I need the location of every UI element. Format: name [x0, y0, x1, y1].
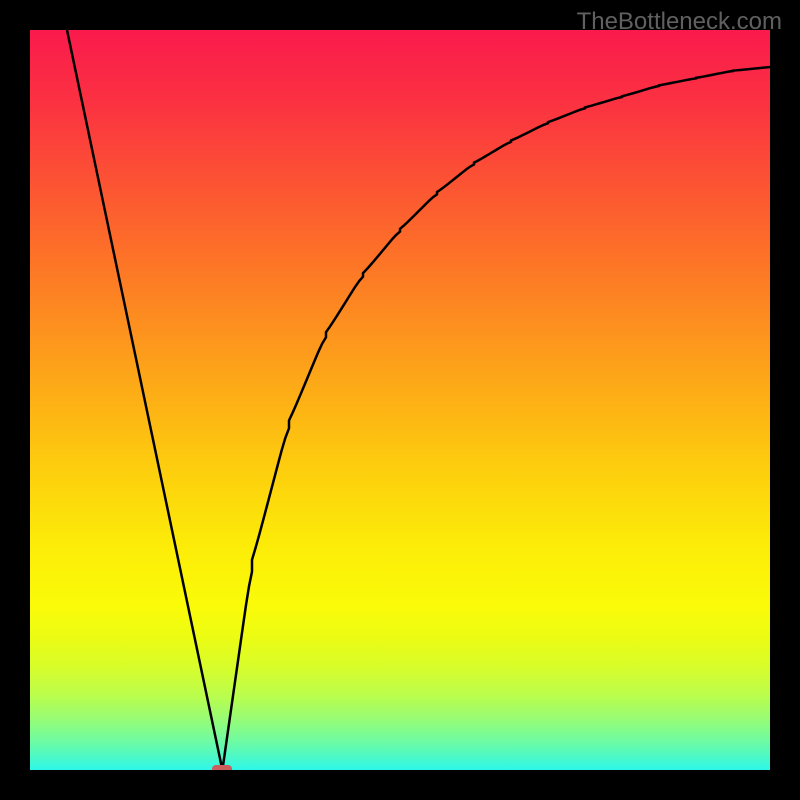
curve-line	[30, 30, 770, 770]
vertex-marker	[212, 765, 232, 770]
chart-container: TheBottleneck.com	[0, 0, 800, 800]
plot-area	[30, 30, 770, 770]
watermark-text: TheBottleneck.com	[577, 8, 782, 36]
